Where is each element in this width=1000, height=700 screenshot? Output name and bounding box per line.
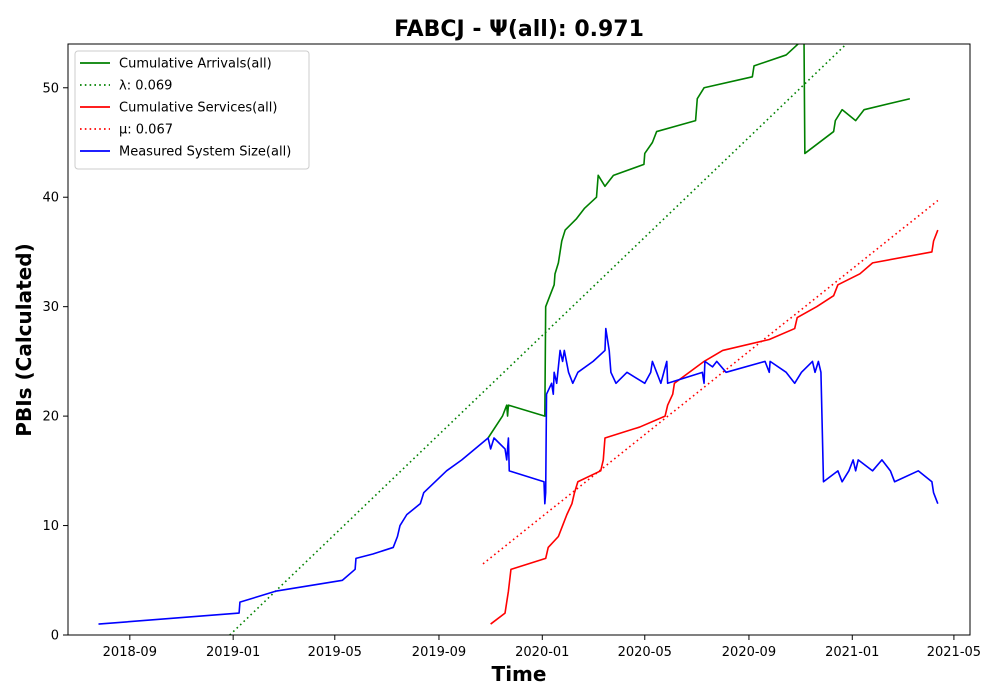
y-tick-label: 40 (42, 191, 59, 206)
plot-area (98, 44, 939, 635)
legend: Cumulative Arrivals(all) λ: 0.069 Cumulati… (74, 50, 310, 170)
y-tick-label: 30 (42, 300, 59, 315)
x-tick-label: 2018-09 (103, 645, 157, 660)
x-tick-label: 2020-01 (515, 645, 569, 660)
x-tick-label: 2019-05 (308, 645, 362, 660)
y-tick-label: 50 (42, 81, 59, 96)
x-tick-label: 2021-01 (825, 645, 879, 660)
y-tick-label: 0 (51, 629, 59, 644)
plot-frame (67, 43, 971, 636)
legend-label-4: Measured System Size(all) (119, 145, 291, 160)
x-tick-label: 2019-09 (412, 645, 466, 660)
chart-title: FABCJ - Ψ(all): 0.971 (394, 17, 644, 42)
y-axis-ticks: 0 10 20 30 40 50 (42, 81, 68, 644)
series-line-4 (98, 327, 939, 625)
x-tick-label: 2020-09 (722, 645, 776, 660)
x-tick-label: 2019-01 (206, 645, 260, 660)
legend-label-2: Cumulative Services(all) (119, 101, 277, 116)
x-axis-ticks: 2018-09 2019-01 2019-05 2019-09 2020-01 2020-… (103, 635, 981, 660)
series-line-2 (490, 229, 939, 625)
y-tick-label: 10 (42, 519, 59, 534)
series-line-0 (487, 44, 911, 439)
legend-box (74, 50, 310, 170)
legend-label-0: Cumulative Arrivals(all) (119, 57, 272, 72)
series-line-1 (229, 44, 847, 635)
y-tick-label: 20 (42, 410, 59, 425)
x-tick-label: 2021-05 (927, 645, 981, 660)
legend-label-1: λ: 0.069 (119, 79, 172, 94)
legend-label-3: μ: 0.067 (119, 123, 173, 138)
y-axis-label: PBIs (Calculated) (12, 243, 36, 436)
series-line-3 (482, 199, 939, 565)
x-axis-label: Time (492, 662, 547, 686)
x-tick-label: 2020-05 (618, 645, 672, 660)
